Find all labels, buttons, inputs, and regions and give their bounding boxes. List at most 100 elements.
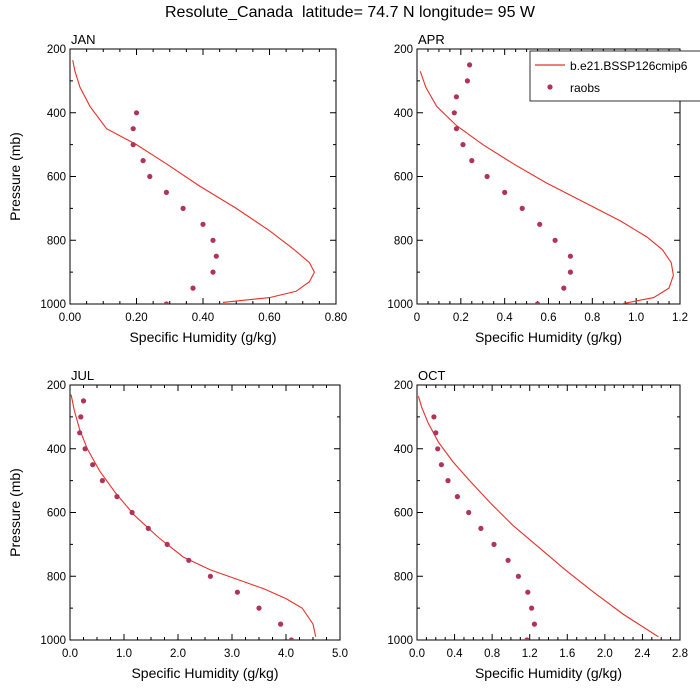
model-line xyxy=(72,60,316,303)
x-tick-label: 0.4 xyxy=(497,312,514,324)
x-tick-label: 0.0 xyxy=(409,648,425,660)
plot-frame xyxy=(69,48,337,305)
y-tick-label: 400 xyxy=(394,444,413,456)
panel-jul: JUL 0.0 1.0 2.0 3.0 4.0 5.0 200 400 600 800 1000 Spe… xyxy=(7,368,348,681)
obs-point xyxy=(145,525,151,532)
obs-point xyxy=(200,221,206,227)
legend-label-model: b.e21.BSSP126cmip6 xyxy=(570,59,688,73)
x-axis-label: Specific Humidity (g/kg) xyxy=(475,665,622,681)
panel-label: JAN xyxy=(71,32,96,47)
obs-point xyxy=(466,509,472,516)
y-tick-label: 600 xyxy=(394,508,413,520)
obs-point xyxy=(80,398,87,404)
obs-point xyxy=(90,462,96,468)
y-tick-label: 800 xyxy=(47,571,66,583)
y-tick-label: 200 xyxy=(394,44,413,56)
obs-point xyxy=(133,110,140,116)
y-tick-label: 400 xyxy=(47,444,66,456)
y-tick-label: 1000 xyxy=(40,299,66,311)
y-tick-label: 200 xyxy=(47,380,66,392)
x-tick-label: 0.6 xyxy=(541,312,557,324)
x-tick-label: 1.2 xyxy=(522,648,538,660)
obs-point xyxy=(460,142,466,148)
y-tick-label: 1000 xyxy=(387,635,413,647)
obs-point xyxy=(454,494,460,500)
x-tick-label: 0.00 xyxy=(59,312,81,324)
obs-point xyxy=(467,62,473,68)
obs-point xyxy=(186,557,192,563)
obs-point xyxy=(525,589,531,595)
obs-point xyxy=(531,621,538,627)
y-tick-label: 600 xyxy=(47,508,66,520)
obs-point xyxy=(180,205,186,211)
obs-point xyxy=(435,446,441,452)
y-tick-label: 400 xyxy=(47,108,66,120)
obs-point xyxy=(524,637,530,640)
obs-point xyxy=(453,126,459,132)
obs-point xyxy=(529,605,535,611)
obs-point xyxy=(130,126,136,132)
obs-point xyxy=(534,301,541,304)
x-tick-label: 1.0 xyxy=(628,312,644,324)
x-tick-label: 0.0 xyxy=(62,648,78,660)
obs-point xyxy=(210,237,216,243)
x-tick-label: 5.0 xyxy=(332,648,348,660)
panel-label: APR xyxy=(418,32,445,47)
y-axis-label: Pressure (mb) xyxy=(7,132,23,221)
obs-point xyxy=(491,541,497,548)
y-tick-label: 600 xyxy=(47,172,66,184)
obs-point xyxy=(505,557,511,563)
x-tick-label: 0.8 xyxy=(484,648,500,660)
panel-oct: OCT 0.0 0.4 0.8 1.2 1.6 2.0 2.4 2.8 200 400 600 800 1… xyxy=(387,368,688,681)
x-tick-label: 2.0 xyxy=(597,648,613,660)
x-tick-label: 0.40 xyxy=(192,312,214,324)
obs-point xyxy=(484,173,490,180)
x-tick-label: 2.0 xyxy=(170,648,186,660)
legend-label-obs: raobs xyxy=(570,81,600,95)
panel-apr: APR 0 0.2 0.4 0.6 0.8 1.0 1.2 200 400 600 800 1000 Sp… xyxy=(387,32,688,345)
obs-point xyxy=(82,446,88,452)
y-tick-label: 200 xyxy=(47,44,66,56)
x-tick-label: 0.2 xyxy=(453,312,469,324)
x-axis-label: Specific Humidity (g/kg) xyxy=(129,329,276,345)
obs-point xyxy=(433,430,439,436)
y-tick-label: 800 xyxy=(394,571,413,583)
obs-point xyxy=(567,269,574,275)
obs-point xyxy=(464,78,470,84)
obs-point xyxy=(478,525,484,532)
x-tick-label: 0.4 xyxy=(447,648,464,660)
obs-point xyxy=(190,285,196,291)
legend-point-swatch xyxy=(547,84,553,90)
obs-point xyxy=(453,94,459,100)
x-tick-label: 0.60 xyxy=(258,312,280,324)
obs-point xyxy=(469,158,475,164)
obs-point xyxy=(130,142,136,148)
obs-point xyxy=(567,253,574,259)
y-tick-label: 200 xyxy=(394,380,413,392)
obs-point xyxy=(114,494,120,500)
y-tick-label: 800 xyxy=(394,235,413,247)
x-axis-label: Specific Humidity (g/kg) xyxy=(131,665,278,681)
x-tick-label: 3.0 xyxy=(224,648,240,660)
x-tick-label: 2.4 xyxy=(634,648,651,660)
model-line xyxy=(419,71,674,304)
obs-point xyxy=(140,158,146,164)
x-tick-label: 1.0 xyxy=(116,648,132,660)
plot-area xyxy=(417,396,659,640)
x-axis-label: Specific Humidity (g/kg) xyxy=(475,329,622,345)
obs-point xyxy=(207,573,213,579)
panel-jan: JAN 0.00 0.20 0.40 0.60 0.80 200 400 600 800 1000 S… xyxy=(7,32,347,345)
obs-point xyxy=(561,285,567,291)
obs-point xyxy=(164,541,170,548)
obs-point xyxy=(519,205,525,211)
panel-label: OCT xyxy=(418,368,446,383)
obs-point xyxy=(515,573,522,579)
panel-label: JUL xyxy=(71,368,94,383)
obs-point xyxy=(234,589,240,595)
plot-frame xyxy=(416,384,681,641)
model-line xyxy=(70,394,317,637)
plot-area xyxy=(72,60,316,304)
y-tick-label: 600 xyxy=(394,172,413,184)
obs-point xyxy=(163,189,169,195)
